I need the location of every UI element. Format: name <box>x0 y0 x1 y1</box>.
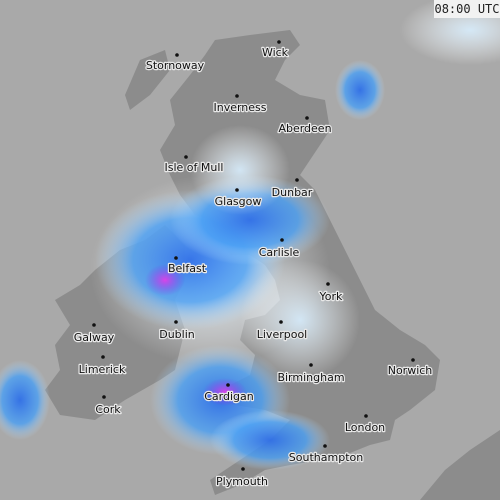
place-dot <box>295 178 299 182</box>
place-dot <box>92 323 96 327</box>
precipitation <box>0 0 500 470</box>
place-label: London <box>345 421 385 434</box>
place-dot <box>235 94 239 98</box>
rain <box>335 60 385 120</box>
cloud <box>240 260 360 380</box>
place-label: Liverpool <box>257 328 307 341</box>
place-label: Plymouth <box>216 475 268 488</box>
place-dot <box>175 53 179 57</box>
place-label: Limerick <box>79 363 126 376</box>
continent <box>420 430 500 500</box>
place-label: Inverness <box>213 101 266 114</box>
place-dot <box>184 155 188 159</box>
place-dot <box>279 320 283 324</box>
place-label: Wick <box>262 46 289 59</box>
place-label: Aberdeen <box>278 122 331 135</box>
place-label: Dunbar <box>272 186 313 199</box>
place-label: Belfast <box>168 262 207 275</box>
place-label: York <box>319 290 344 303</box>
place-dot <box>241 467 245 471</box>
place-label: Glasgow <box>215 195 262 208</box>
time-box <box>434 0 500 18</box>
rain <box>210 410 330 470</box>
place-label: Southampton <box>289 451 363 464</box>
place-label: Birmingham <box>277 371 344 384</box>
place-label: Stornoway <box>146 59 205 72</box>
place-dot <box>101 355 105 359</box>
place-label: Cork <box>95 403 121 416</box>
place-dot <box>364 414 368 418</box>
heavy-rain <box>203 378 247 406</box>
place-dot <box>226 383 230 387</box>
place-dot <box>277 40 281 44</box>
rain <box>0 360 50 440</box>
place-label: Isle of Mull <box>165 161 224 174</box>
place-dot <box>235 188 239 192</box>
heavy-rain <box>145 264 185 296</box>
place-dot <box>323 444 327 448</box>
place-label: Dublin <box>159 328 195 341</box>
place-dot <box>174 256 178 260</box>
place-label: Galway <box>74 331 115 344</box>
place-label: Norwich <box>388 364 433 377</box>
outer-hebrides <box>125 50 170 110</box>
cloud <box>190 125 290 215</box>
place-label: Cardigan <box>204 390 254 403</box>
time-label: 08:00 UTC <box>434 2 499 16</box>
place-dot <box>411 358 415 362</box>
place-dot <box>102 395 106 399</box>
place-dot <box>174 320 178 324</box>
place-dot <box>309 363 313 367</box>
place-label: Carlisle <box>259 246 300 259</box>
places: Stornoway Wick Inverness Aberdeen Isle of Mu… <box>72 40 434 489</box>
place-dot <box>326 282 330 286</box>
place-dot <box>280 238 284 242</box>
place-dot <box>305 116 309 120</box>
